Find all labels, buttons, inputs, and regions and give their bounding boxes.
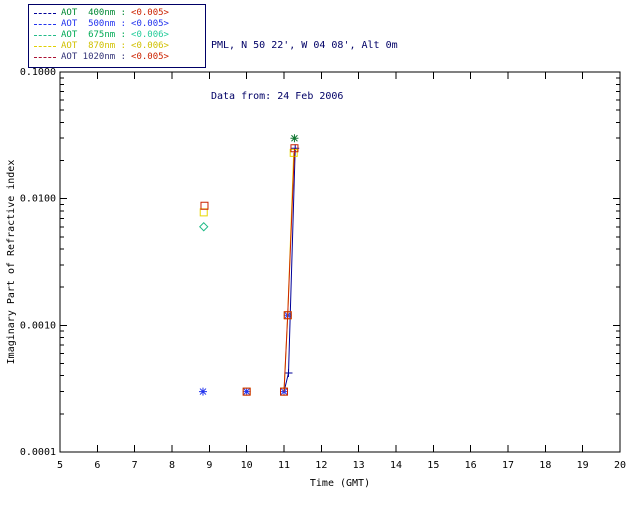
y-axis-tick-label: 0.0001 — [20, 447, 56, 458]
header: PML, N 50 22', W 04 08', Alt 0m Data fro… — [211, 3, 398, 139]
legend-label: AOT 500nm : — [61, 19, 127, 29]
x-axis-tick-label: 8 — [169, 460, 175, 471]
legend-label: AOT 1020nm : — [61, 52, 127, 62]
legend-label: AOT 870nm : — [61, 41, 127, 51]
legend-line-sample — [34, 57, 56, 58]
data-line — [283, 148, 295, 392]
legend-label: AOT 675nm : — [61, 30, 127, 40]
x-axis-tick-label: 19 — [577, 460, 589, 471]
x-axis-tick-label: 16 — [465, 460, 477, 471]
plot-frame — [59, 71, 621, 453]
data-marker — [283, 311, 292, 320]
legend-line-sample — [34, 24, 56, 25]
x-axis-tick-label: 12 — [315, 460, 327, 471]
data-marker — [199, 208, 208, 217]
y-axis-tick-label: 0.0100 — [20, 194, 56, 205]
y-axis-tick-label: 0.0010 — [20, 320, 56, 331]
y-axis-tick-label: 0.1000 — [20, 67, 56, 78]
y-axis-title: Imaginary Part of Refractive index — [6, 160, 17, 365]
legend-item: AOT 400nm : <0.005> — [34, 8, 201, 19]
x-axis-tick-label: 6 — [94, 460, 100, 471]
data-marker — [290, 134, 299, 143]
legend-value: <0.005> — [131, 8, 169, 18]
data-marker — [200, 201, 209, 210]
legend-item: AOT 870nm : <0.006> — [34, 41, 201, 52]
data-marker — [284, 369, 293, 378]
legend-item: AOT 500nm : <0.005> — [34, 19, 201, 30]
data-marker — [242, 387, 251, 396]
x-axis-tick-label: 9 — [206, 460, 212, 471]
legend-line-sample — [34, 13, 56, 14]
legend-value: <0.005> — [131, 19, 169, 29]
x-axis-tick-label: 20 — [614, 460, 626, 471]
legend-item: AOT 1020nm : <0.005> — [34, 52, 201, 63]
legend-item: AOT 675nm : <0.006> — [34, 30, 201, 41]
x-axis-title: Time (GMT) — [310, 478, 370, 489]
x-axis-tick-label: 7 — [132, 460, 138, 471]
data-date: Data from: 24 Feb 2006 — [211, 91, 344, 102]
x-axis-tick-label: 11 — [278, 460, 290, 471]
data-marker — [199, 222, 209, 232]
axes: 5 6 7 8 9 10 11 12 13 14 15 16 17 18 19 20 0.1000 0.0100 0… — [6, 67, 626, 489]
data-marker — [198, 387, 207, 396]
x-axis-tick-label: 14 — [390, 460, 402, 471]
x-axis-tick-label: 17 — [502, 460, 514, 471]
x-axis-tick-label: 13 — [353, 460, 365, 471]
legend-box: AOT 400nm : <0.005> AOT 500nm : <0.005> … — [28, 4, 206, 68]
legend-label: AOT 400nm : — [61, 8, 127, 18]
x-axis-tick-label: 10 — [241, 460, 253, 471]
data-marker — [242, 387, 251, 396]
x-axis-tick-label: 18 — [539, 460, 551, 471]
x-axis-tick-label: 5 — [57, 460, 63, 471]
legend-value: <0.006> — [131, 41, 169, 51]
station-location: PML, N 50 22', W 04 08', Alt 0m — [211, 40, 398, 51]
legend-line-sample — [34, 46, 56, 47]
legend-line-sample — [34, 35, 56, 36]
data-marker — [280, 387, 288, 396]
data-marker — [290, 144, 299, 153]
series-layer — [198, 134, 300, 396]
x-axis-tick-label: 15 — [427, 460, 439, 471]
legend-value: <0.006> — [131, 30, 169, 40]
legend-value: <0.005> — [131, 52, 169, 62]
